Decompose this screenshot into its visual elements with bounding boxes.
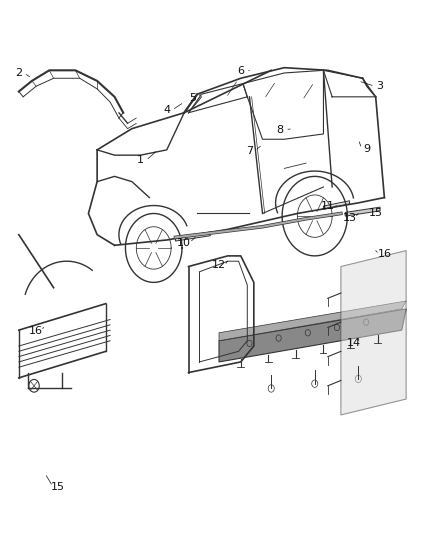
- Text: 12: 12: [212, 261, 226, 270]
- Polygon shape: [341, 251, 406, 415]
- Polygon shape: [219, 309, 406, 362]
- Text: 16: 16: [378, 249, 392, 260]
- Text: 15: 15: [51, 481, 65, 491]
- Text: 8: 8: [276, 125, 283, 135]
- Polygon shape: [345, 207, 380, 216]
- Text: 14: 14: [347, 338, 361, 349]
- Text: 9: 9: [364, 144, 371, 154]
- Text: 15: 15: [369, 208, 383, 219]
- Text: 6: 6: [237, 67, 244, 76]
- Text: 7: 7: [246, 146, 253, 156]
- Text: 11: 11: [321, 200, 335, 211]
- Text: 5: 5: [189, 93, 196, 103]
- Text: 16: 16: [29, 326, 43, 336]
- Polygon shape: [176, 232, 210, 241]
- Polygon shape: [219, 301, 406, 341]
- Text: 2: 2: [15, 68, 22, 78]
- Text: 1: 1: [137, 156, 144, 165]
- Text: 10: 10: [177, 238, 191, 248]
- Text: 13: 13: [343, 213, 357, 223]
- Text: 3: 3: [377, 81, 384, 91]
- Text: 4: 4: [163, 105, 170, 115]
- Polygon shape: [323, 201, 350, 209]
